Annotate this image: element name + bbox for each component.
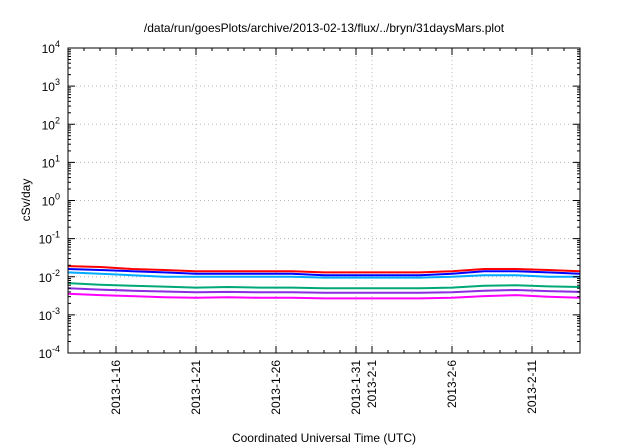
y-tick-exponent: -1: [52, 230, 60, 240]
x-tick-label: 2013-1-26: [269, 360, 283, 415]
x-axis-label: Coordinated Universal Time (UTC): [232, 431, 416, 445]
y-tick-exponent: 3: [55, 77, 60, 87]
y-tick-exponent: 4: [55, 39, 60, 49]
y-tick-exponent: 0: [55, 192, 60, 202]
x-tick-label: 2013-1-31: [349, 360, 363, 415]
series-line: [67, 271, 580, 279]
y-tick-exponent: 2: [55, 115, 60, 125]
y-axis-label: cSv/day: [19, 179, 33, 222]
chart-title: /data/run/goesPlots/archive/2013-02-13/f…: [144, 21, 505, 35]
y-tick-exponent: -2: [52, 268, 60, 278]
x-tick-label: 2013-2-1: [365, 360, 379, 408]
y-tick-exponent: -3: [52, 306, 60, 316]
x-tick-label: 2013-1-16: [109, 360, 123, 415]
series-line: [67, 268, 581, 277]
x-axis: 2013-1-16 2013-1-21 2013-1-26 2013-1-31 2013…: [83, 48, 565, 415]
series-line: [67, 292, 581, 300]
series-line: [67, 287, 581, 294]
y-tick-exponent: -4: [52, 344, 60, 354]
x-tick-label: 2013-2-6: [445, 360, 459, 408]
series-line: [67, 282, 581, 290]
series-group: [67, 265, 581, 300]
x-tick-label: 2013-1-21: [189, 360, 203, 415]
y-tick-exponent: 1: [55, 153, 60, 163]
x-tick-label: 2013-2-11: [525, 360, 539, 414]
series-line: [67, 265, 581, 274]
